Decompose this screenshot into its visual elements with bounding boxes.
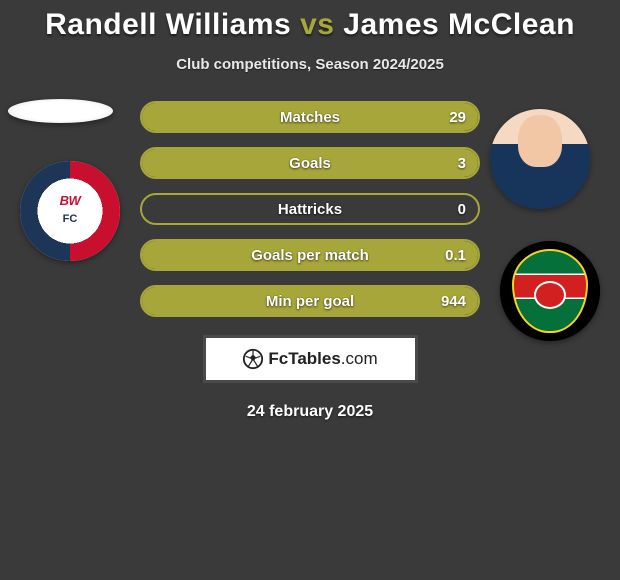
title-player1: Randell Williams (45, 8, 291, 41)
title-vs: vs (300, 8, 334, 41)
logo-text: FcTables.com (268, 349, 377, 369)
comparison-layout: BW FC Matches29 Goals3 Hattricks0 Goals per… (0, 101, 620, 317)
stat-bar: Min per goal944 (140, 285, 480, 317)
stat-value-right: 0.1 (445, 241, 466, 269)
stat-value-right: 3 (458, 149, 466, 177)
stat-label: Hattricks (142, 195, 478, 223)
stat-bar: Hattricks0 (140, 193, 480, 225)
player2-club-badge (500, 241, 600, 341)
stat-label: Goals per match (142, 241, 478, 269)
fctables-logo[interactable]: FcTables.com (203, 335, 418, 383)
stat-bar: Matches29 (140, 101, 480, 133)
stat-label: Min per goal (142, 287, 478, 315)
title-player2: James McClean (343, 8, 575, 41)
stats-bars: Matches29 Goals3 Hattricks0 Goals per match… (140, 101, 480, 317)
stat-label: Goals (142, 149, 478, 177)
player1-avatar (8, 99, 113, 123)
player2-avatar (490, 109, 590, 209)
stat-label: Matches (142, 103, 478, 131)
page-title: Randell Williams vs James McClean (0, 0, 620, 42)
logo-text-bold: FcTables (268, 349, 340, 368)
stat-value-right: 29 (449, 103, 466, 131)
player1-club-badge: BW FC (20, 161, 120, 261)
date: 24 february 2025 (0, 403, 620, 421)
stat-bar: Goals per match0.1 (140, 239, 480, 271)
stat-value-right: 0 (458, 195, 466, 223)
logo-text-domain: .com (341, 349, 378, 368)
football-icon (242, 348, 264, 370)
stat-value-right: 944 (441, 287, 466, 315)
stat-bar: Goals3 (140, 147, 480, 179)
subtitle: Club competitions, Season 2024/2025 (0, 56, 620, 73)
